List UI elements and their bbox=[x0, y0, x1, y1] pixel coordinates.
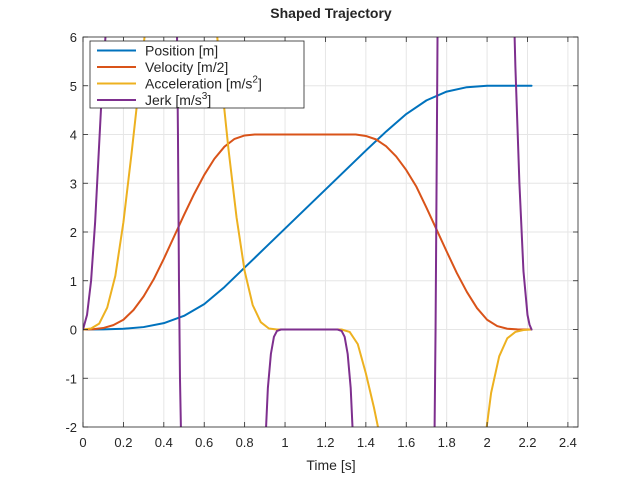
x-tick-label: 0.4 bbox=[155, 435, 173, 450]
series-line-jerk-m-s3 bbox=[83, 37, 533, 427]
y-tick-label: -2 bbox=[65, 420, 77, 435]
tick-labels: 0 0.2 0.4 0.6 0.8 1 1.2 1.4 1.6 1.8 2 2.2 2.4 -2 -1 0 1 2… bbox=[65, 30, 576, 450]
legend-label: Velocity [m/2] bbox=[145, 59, 228, 75]
y-tick-label: 1 bbox=[70, 274, 77, 289]
y-tick-label: 5 bbox=[70, 79, 77, 94]
chart-title: Shaped Trajectory bbox=[270, 5, 392, 21]
x-tick-label: 0.2 bbox=[114, 435, 132, 450]
x-tick-label: 2 bbox=[483, 435, 490, 450]
series-line-acceleration-m-s2 bbox=[83, 37, 533, 427]
x-tick-label: 1 bbox=[281, 435, 288, 450]
x-tick-label: 0.8 bbox=[236, 435, 254, 450]
legend-box bbox=[89, 40, 305, 109]
series-layer bbox=[83, 37, 533, 427]
y-tick-label: -1 bbox=[65, 371, 77, 386]
x-tick-label: 0.6 bbox=[195, 435, 213, 450]
x-tick-label: 1.8 bbox=[438, 435, 456, 450]
legend-label: Acceleration [m/s2] bbox=[145, 75, 262, 92]
y-tick-label: 3 bbox=[70, 176, 77, 191]
y-tick-label: 2 bbox=[70, 225, 77, 240]
y-tick-label: 0 bbox=[70, 323, 77, 338]
x-tick-label: 0 bbox=[79, 435, 86, 450]
y-tick-label: 4 bbox=[70, 128, 77, 143]
series-line-velocity-m-2 bbox=[83, 133, 533, 331]
x-tick-label: 1.4 bbox=[357, 435, 375, 450]
x-tick-label: 2.2 bbox=[518, 435, 536, 450]
x-tick-label: 1.2 bbox=[316, 435, 334, 450]
ticks bbox=[82, 36, 578, 428]
x-tick-label: 2.4 bbox=[559, 435, 577, 450]
x-tick-label: 1.6 bbox=[397, 435, 415, 450]
legend-label: Position [m] bbox=[145, 43, 218, 59]
x-axis-label: Time [s] bbox=[306, 457, 355, 473]
legend: Position [m]Velocity [m/2]Acceleration [… bbox=[89, 40, 305, 109]
y-tick-label: 6 bbox=[70, 30, 77, 45]
legend-label: Jerk [m/s3] bbox=[145, 91, 211, 108]
series-line-position-m bbox=[83, 84, 533, 331]
